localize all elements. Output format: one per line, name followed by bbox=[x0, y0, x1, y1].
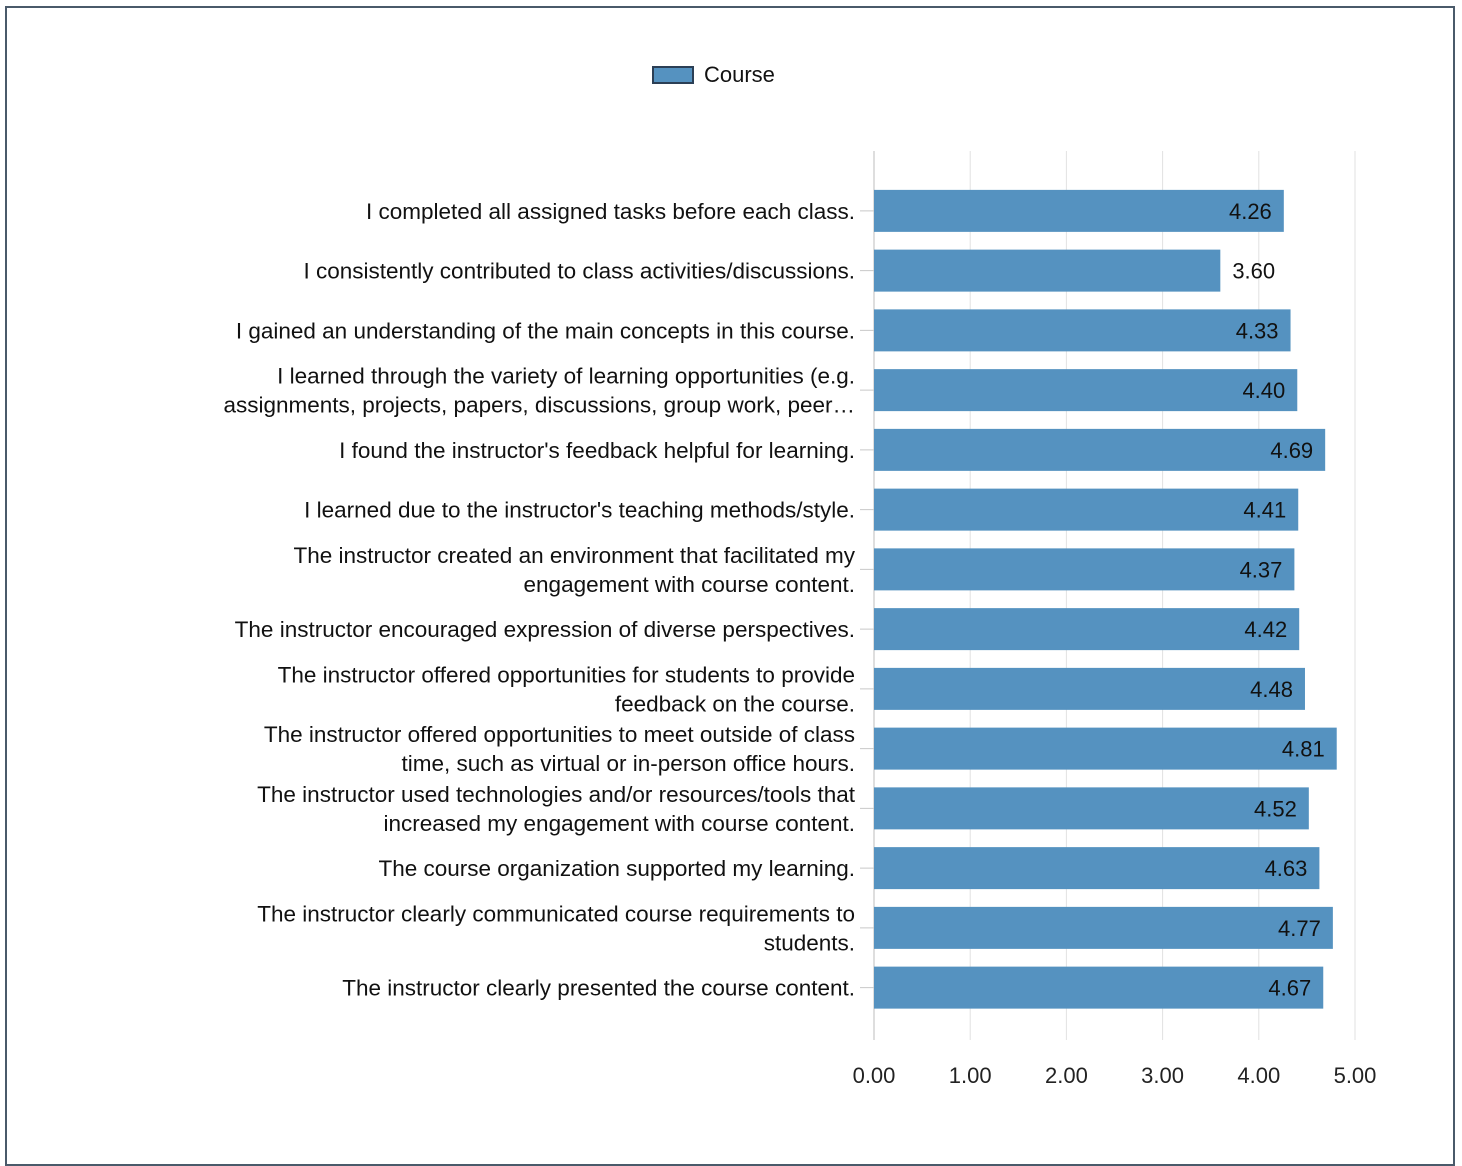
data-label: 4.40 bbox=[1242, 378, 1285, 403]
x-tick-label: 3.00 bbox=[1141, 1063, 1184, 1088]
category-label: I gained an understanding of the main co… bbox=[236, 318, 855, 343]
category-label: The instructor clearly presented the cou… bbox=[342, 976, 855, 1001]
legend-swatch bbox=[652, 66, 694, 84]
data-label: 4.37 bbox=[1240, 557, 1283, 582]
bar bbox=[874, 428, 1326, 471]
data-label: 4.67 bbox=[1268, 976, 1311, 1001]
bar bbox=[874, 966, 1324, 1009]
category-label: The instructor used technologies and/or … bbox=[257, 782, 856, 836]
bar bbox=[874, 548, 1295, 591]
bar bbox=[874, 249, 1221, 292]
category-label: I completed all assigned tasks before ea… bbox=[366, 199, 855, 224]
x-tick-label: 0.00 bbox=[853, 1063, 896, 1088]
category-label: I learned through the variety of learnin… bbox=[223, 364, 855, 418]
data-label: 3.60 bbox=[1232, 259, 1275, 284]
bar bbox=[874, 667, 1305, 710]
bar bbox=[874, 608, 1300, 651]
data-label: 4.41 bbox=[1243, 498, 1286, 523]
x-tick-label: 2.00 bbox=[1045, 1063, 1088, 1088]
data-label: 4.33 bbox=[1236, 318, 1279, 343]
data-label: 4.69 bbox=[1270, 438, 1313, 463]
legend-label: Course bbox=[704, 62, 775, 87]
x-tick-label: 4.00 bbox=[1237, 1063, 1280, 1088]
bar bbox=[874, 309, 1291, 352]
category-label: I consistently contributed to class acti… bbox=[304, 259, 856, 284]
category-label: The instructor created an environment th… bbox=[293, 543, 855, 597]
category-label: The instructor encouraged expression of … bbox=[235, 617, 855, 642]
bar bbox=[874, 906, 1333, 949]
category-label: I learned due to the instructor's teachi… bbox=[304, 498, 855, 523]
data-label: 4.77 bbox=[1278, 916, 1321, 941]
bar bbox=[874, 847, 1320, 890]
data-label: 4.63 bbox=[1265, 856, 1308, 881]
bar bbox=[874, 787, 1309, 830]
category-label: I found the instructor's feedback helpfu… bbox=[339, 438, 855, 463]
data-label: 4.26 bbox=[1229, 199, 1272, 224]
bar bbox=[874, 189, 1284, 232]
legend: Course bbox=[652, 62, 775, 88]
x-tick-label: 5.00 bbox=[1334, 1063, 1377, 1088]
category-label: The instructor clearly communicated cour… bbox=[257, 901, 855, 955]
category-label: The instructor offered opportunities for… bbox=[278, 662, 855, 716]
x-tick-label: 1.00 bbox=[949, 1063, 992, 1088]
bar bbox=[874, 488, 1299, 531]
category-label: The course organization supported my lea… bbox=[378, 856, 855, 881]
data-label: 4.81 bbox=[1282, 737, 1325, 762]
bar bbox=[874, 727, 1337, 770]
category-label: The instructor offered opportunities to … bbox=[264, 722, 855, 776]
bar bbox=[874, 369, 1298, 412]
data-label: 4.48 bbox=[1250, 677, 1293, 702]
data-label: 4.42 bbox=[1244, 617, 1287, 642]
data-label: 4.52 bbox=[1254, 796, 1297, 821]
